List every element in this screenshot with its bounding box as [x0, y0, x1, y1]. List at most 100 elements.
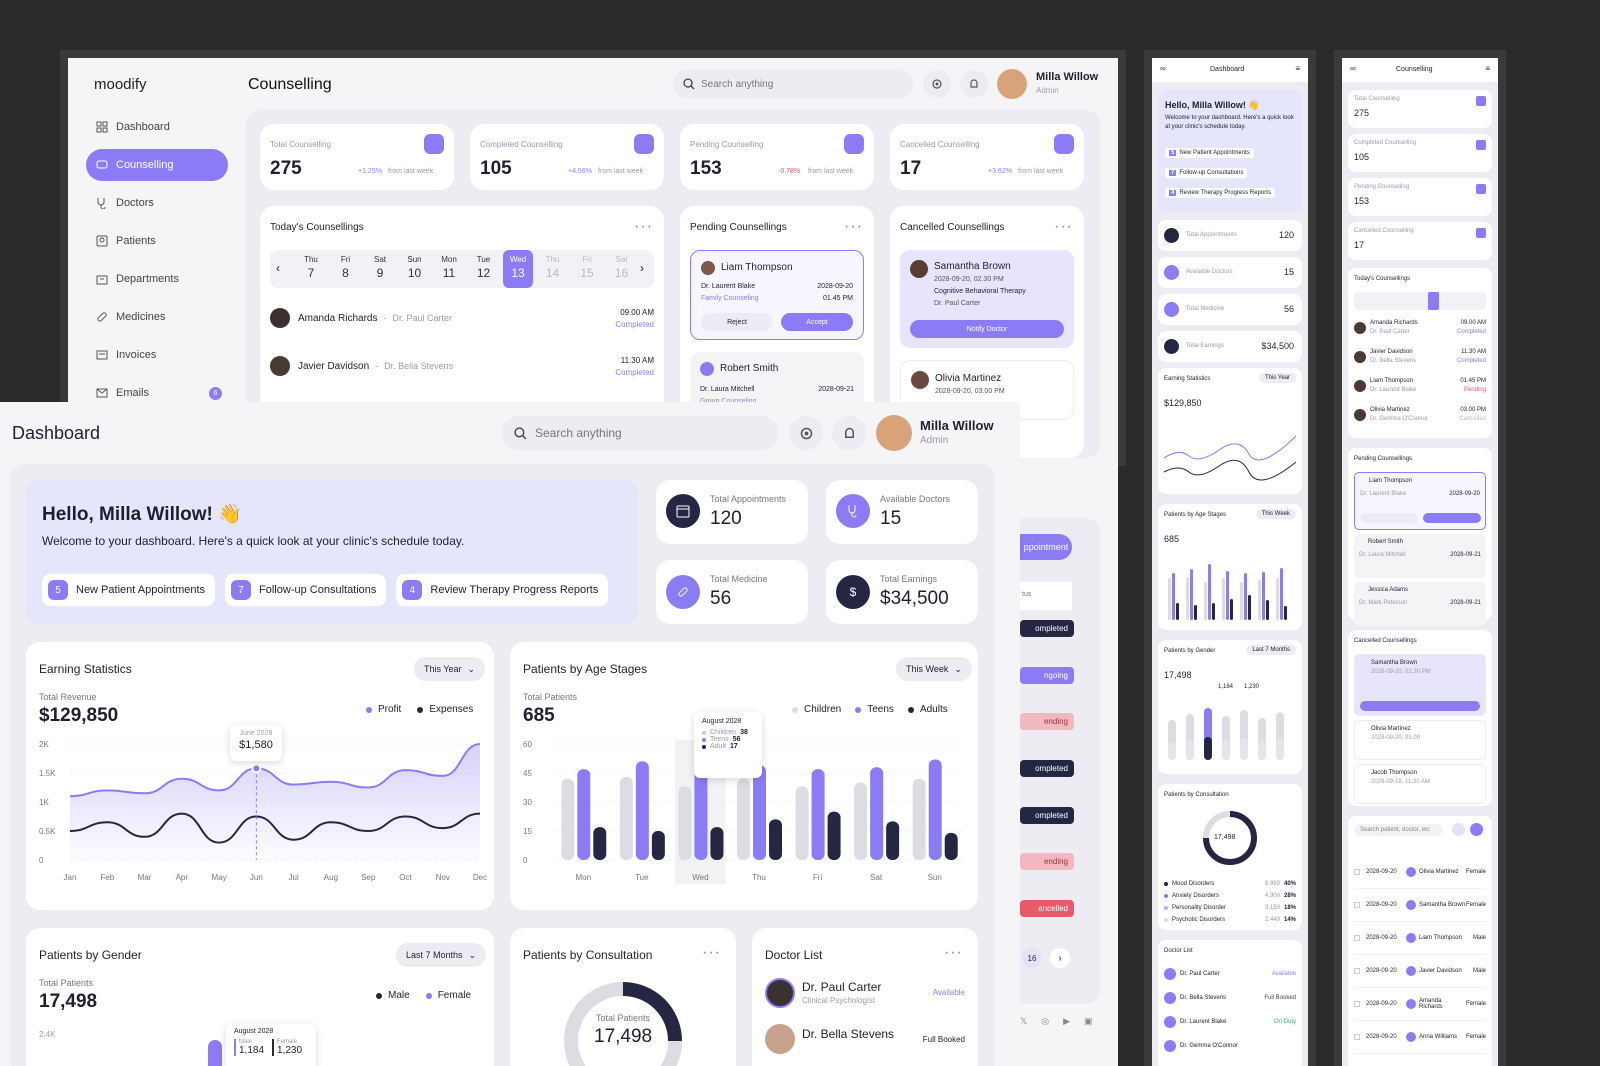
list-item[interactable]: Javier Davidson Dr. Bella Stevens 11.30 AM… — [1354, 349, 1486, 378]
pending-item[interactable]: Jessica Adams Dr. Mark Peterson 2028-09-21 — [1354, 582, 1486, 626]
list-item[interactable]: Amanda Richards - Dr. Paul Carter — [270, 308, 654, 328]
gender-filter[interactable]: Last 7 Months ⌄ — [396, 943, 487, 967]
day-cell[interactable]: Tue 12 — [469, 250, 499, 288]
sidebar-item-counselling[interactable]: Counselling — [86, 149, 228, 181]
sidebar-item-departments[interactable]: Departments — [86, 263, 228, 295]
sidebar-item-medicines[interactable]: Medicines — [86, 301, 228, 333]
cancelled-item[interactable]: Samantha Brown 2028-09-20, 02.30 PM — [1354, 654, 1486, 716]
checkbox[interactable] — [1354, 935, 1360, 941]
cancelled-item[interactable]: Jacob Thompson 2028-09-19, 11.30 AM — [1354, 764, 1486, 804]
gender-filter[interactable]: Last 7 Months — [1246, 645, 1296, 655]
pending-item[interactable]: Liam Thompson Dr. Laurent Blake 2028-09-20 — [1354, 472, 1486, 530]
bar-adults[interactable] — [651, 831, 665, 860]
bar-adults[interactable] — [827, 811, 841, 860]
checkbox[interactable] — [1354, 968, 1360, 974]
chip[interactable]: 7 Follow-up Consultations — [225, 574, 387, 606]
sidebar-item-patients[interactable]: Patients — [86, 225, 228, 257]
checkbox[interactable] — [1354, 1001, 1360, 1007]
appointment-button[interactable]: ppointment — [1020, 534, 1072, 560]
reject-button[interactable]: Reject — [701, 313, 773, 331]
cancelled-item[interactable]: Olivia Martinez 2028-09-20, 03.00 — [1354, 720, 1486, 760]
search-input[interactable]: Search anything — [502, 416, 778, 450]
avatar[interactable] — [876, 415, 912, 451]
chevron-right-icon[interactable]: › — [1050, 948, 1070, 968]
sidebar-item-doctors[interactable]: Doctors — [86, 187, 228, 219]
bar-children[interactable] — [912, 778, 926, 860]
page-number[interactable]: 16 — [1022, 948, 1042, 968]
table-row[interactable]: 2028-09-20 Liam Thompson Male — [1354, 922, 1486, 955]
list-item[interactable]: Olivia Martinez Dr. Gemma O'Connor 03.00 P… — [1354, 407, 1486, 436]
age-filter[interactable]: This Week — [1255, 509, 1296, 519]
selected-day[interactable] — [1428, 292, 1439, 310]
chevron-right-icon[interactable]: › — [640, 261, 644, 275]
bar-teens[interactable] — [870, 767, 884, 860]
table-row[interactable]: 2028-09-20 Anna Williams Female — [1354, 1021, 1486, 1054]
bar-children[interactable] — [561, 778, 575, 860]
bar-children[interactable] — [795, 786, 809, 860]
notification-button[interactable] — [832, 416, 866, 450]
bar-children[interactable] — [737, 778, 750, 860]
day-cell[interactable]: Thu 14 — [538, 250, 568, 288]
youtube-icon[interactable]: ▶ — [1063, 1016, 1071, 1026]
chip[interactable]: 4 Review Therapy Progress Reports — [1165, 188, 1275, 198]
sidebar-item-emails[interactable]: Emails 6 — [86, 377, 228, 409]
accept-button[interactable]: Accept — [781, 313, 853, 331]
bar-teens[interactable] — [694, 751, 708, 860]
list-item[interactable]: Javier Davidson - Dr. Bella Stevens — [270, 356, 654, 376]
bar-children[interactable] — [678, 786, 692, 860]
table-row[interactable]: 2028-09-20 Amanda Richards Female — [1354, 988, 1486, 1021]
doctor-row[interactable]: Dr. Laurent Blake On Duty — [1164, 1010, 1296, 1034]
pending-item[interactable]: Liam Thompson Dr. Laurent Blake 2028-09-… — [690, 250, 864, 340]
table-row[interactable]: 2028-09-20 Samantha Brown Female — [1354, 889, 1486, 922]
chip[interactable]: 7 Follow-up Consultations — [1165, 168, 1248, 178]
doctor-row[interactable]: Dr. Paul Carter Available — [1164, 962, 1296, 986]
bar-children[interactable] — [854, 782, 868, 860]
table-row[interactable]: 2028-09-20 Olivia Martinez Female — [1354, 856, 1486, 889]
search-input[interactable]: Search patient, doctor, etc — [1354, 824, 1442, 836]
more-icon[interactable]: ··· — [944, 944, 963, 961]
chip[interactable]: 5 New Patient Appointments — [1165, 148, 1254, 158]
settings-button[interactable] — [923, 70, 951, 98]
settings-button[interactable] — [789, 416, 823, 450]
list-item[interactable]: Liam Thompson Dr. Laurent Blake 01.45 PM Pe… — [1354, 378, 1486, 407]
notify-doctor-button[interactable] — [1360, 701, 1480, 711]
doctor-row[interactable]: Dr. Bella Stevens Full Booked — [1164, 986, 1296, 1010]
bar-adults[interactable] — [886, 821, 900, 860]
x-icon[interactable]: 𝕏 — [1020, 1016, 1028, 1026]
checkbox[interactable] — [1354, 1034, 1360, 1040]
sidebar-item-invoices[interactable]: Invoices — [86, 339, 228, 371]
bar-children[interactable] — [619, 776, 633, 860]
bar-adults[interactable] — [593, 827, 607, 860]
filter-button[interactable] — [1452, 823, 1465, 836]
more-icon[interactable]: ··· — [702, 944, 721, 961]
menu-icon[interactable]: ≡ — [1295, 64, 1300, 73]
pending-item[interactable]: Robert Smith Dr. Laura Mitchell 2028-09-21 — [1354, 534, 1486, 578]
day-cell[interactable]: Sat 16 — [607, 250, 637, 288]
age-filter[interactable]: This Week ⌄ — [896, 657, 972, 681]
status-filter[interactable]: tus — [1020, 582, 1072, 610]
bar-teens[interactable] — [811, 769, 825, 860]
more-icon[interactable]: ··· — [1054, 218, 1073, 235]
more-icon[interactable]: ··· — [844, 218, 863, 235]
day-cell[interactable]: Fri 15 — [572, 250, 602, 288]
day-cell[interactable]: Sun 10 — [400, 250, 430, 288]
earning-filter[interactable]: This Year ⌄ — [414, 657, 486, 681]
doctor-row[interactable]: Dr. Gemma O'Connor — [1164, 1034, 1296, 1058]
bar-teens[interactable] — [635, 761, 649, 860]
cancelled-item[interactable]: Samantha Brown 2028-09-20, 02.30 PM Cogn… — [900, 250, 1074, 348]
chip[interactable]: 4 Review Therapy Progress Reports — [396, 574, 609, 606]
chip[interactable]: 5 New Patient Appointments — [42, 574, 216, 606]
bar-teens[interactable] — [928, 759, 942, 860]
table-row[interactable]: 2028-09-20 Javier Davidson Male — [1354, 955, 1486, 988]
day-cell[interactable]: Wed 13 — [503, 250, 533, 288]
accept-button[interactable] — [1423, 513, 1481, 523]
search-input[interactable]: Search anything — [673, 70, 913, 98]
instagram-icon[interactable]: ◎ — [1041, 1016, 1050, 1026]
avatar[interactable] — [997, 69, 1027, 99]
day-cell[interactable]: Sat 9 — [365, 250, 395, 288]
more-icon[interactable]: ··· — [634, 218, 653, 235]
linkedin-icon[interactable]: ▣ — [1084, 1016, 1093, 1026]
day-cell[interactable]: Fri 8 — [331, 250, 361, 288]
chevron-left-icon[interactable]: ‹ — [276, 261, 280, 275]
bar-teens[interactable] — [753, 765, 766, 860]
